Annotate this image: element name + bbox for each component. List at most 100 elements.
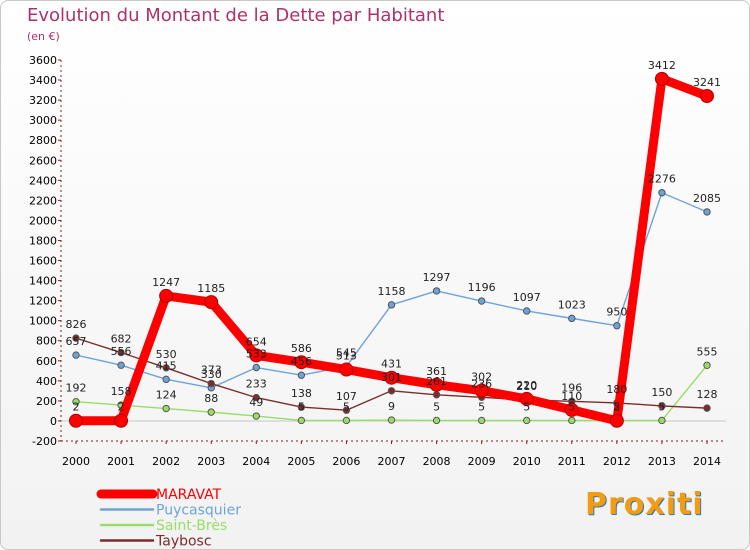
data-label-maravat: 586 — [291, 342, 312, 355]
data-label-saint-br-s: 5 — [568, 400, 575, 413]
legend-label: Saint-Brès — [156, 518, 227, 534]
y-tick-label: 2200 — [29, 194, 57, 207]
data-label-taybosc: 233 — [246, 378, 267, 391]
legend-item-saint-br-s: Saint-Brès — [99, 518, 227, 534]
data-label-saint-br-s: 5 — [523, 400, 530, 413]
data-point-puycasquier — [477, 297, 486, 305]
data-label-puycasquier: 1196 — [468, 281, 496, 294]
data-label-taybosc: 180 — [606, 383, 627, 396]
data-label-maravat: 2 — [118, 401, 125, 414]
data-point-taybosc — [658, 402, 666, 410]
x-tick-label: 2014 — [693, 455, 721, 468]
data-point-saint-br-s — [523, 416, 531, 425]
data-point-maravat — [249, 348, 264, 363]
legend-item-maravat: MARAVAT — [96, 487, 222, 503]
data-label-maravat: 302 — [471, 371, 492, 384]
data-point-taybosc — [207, 379, 215, 388]
data-point-maravat — [700, 88, 714, 103]
data-label-taybosc: 236 — [471, 377, 492, 390]
data-point-taybosc — [387, 387, 396, 395]
data-point-saint-br-s — [342, 416, 351, 425]
data-point-saint-br-s — [252, 412, 260, 420]
data-point-maravat — [609, 413, 624, 428]
data-label-maravat: 110 — [561, 390, 582, 403]
data-point-taybosc — [432, 391, 441, 399]
y-tick-label: 3200 — [29, 94, 57, 107]
data-label-maravat: 3241 — [693, 76, 721, 89]
proxiti-logo: Proxiti — [585, 487, 704, 522]
data-label-saint-br-s: 124 — [156, 389, 177, 402]
x-tick-label: 2005 — [287, 455, 315, 468]
data-point-puycasquier — [568, 314, 576, 323]
data-point-taybosc — [342, 406, 351, 414]
data-point-maravat — [339, 362, 354, 377]
y-tick-label: 1400 — [29, 275, 57, 288]
series-puycasquier — [72, 189, 711, 392]
chart-title: Evolution du Montant de la Dette par Hab… — [27, 5, 445, 26]
data-label-puycasquier: 456 — [291, 355, 312, 368]
data-point-saint-br-s — [297, 416, 306, 425]
data-label-taybosc: 138 — [291, 387, 312, 400]
y-tick-label: 2800 — [29, 134, 57, 147]
data-point-maravat — [519, 391, 534, 406]
y-tick-label: 2600 — [29, 154, 57, 167]
x-tick-label: 2004 — [242, 455, 270, 468]
y-tick-label: 600 — [36, 355, 57, 368]
data-point-puycasquier — [162, 375, 170, 384]
data-point-saint-br-s — [658, 416, 666, 425]
data-point-taybosc — [162, 364, 170, 372]
data-point-saint-br-s — [162, 404, 170, 413]
x-tick-label: 2003 — [197, 455, 225, 468]
data-label-saint-br-s: 5 — [658, 400, 665, 413]
y-tick-label: 1800 — [29, 234, 57, 247]
data-point-puycasquier — [297, 371, 306, 379]
x-tick-label: 2001 — [107, 455, 135, 468]
data-label-maravat: 3412 — [648, 59, 676, 72]
data-label-puycasquier: 2085 — [693, 192, 721, 205]
data-label-puycasquier: 533 — [246, 348, 267, 361]
data-label-saint-br-s: 158 — [111, 385, 132, 398]
x-tick-label: 2000 — [62, 455, 90, 468]
data-point-maravat — [384, 370, 399, 385]
data-label-taybosc: 301 — [381, 371, 402, 384]
data-label-puycasquier: 1297 — [423, 271, 451, 284]
data-point-taybosc — [297, 403, 306, 411]
legend-label: Puycasquier — [156, 503, 241, 519]
data-point-saint-br-s — [72, 397, 80, 406]
data-label-saint-br-s: 5 — [478, 400, 485, 413]
y-tick-label: 1600 — [29, 255, 57, 268]
data-point-saint-br-s — [432, 416, 441, 425]
x-tick-label: 2008 — [423, 455, 451, 468]
data-point-saint-br-s — [703, 361, 711, 370]
data-label-puycasquier: 415 — [156, 359, 177, 372]
data-label-maravat: 513 — [336, 350, 357, 363]
series-lines — [69, 71, 714, 428]
data-label-saint-br-s: 5 — [298, 400, 305, 413]
data-point-puycasquier — [658, 189, 666, 197]
data-label-puycasquier: 950 — [606, 306, 627, 319]
data-point-puycasquier — [117, 361, 125, 369]
data-point-maravat — [564, 402, 579, 417]
y-tick-label: 3600 — [29, 54, 57, 67]
data-point-puycasquier — [703, 208, 711, 216]
data-point-taybosc — [117, 348, 125, 357]
data-label-puycasquier: 1023 — [558, 298, 586, 311]
data-label-maravat: 1185 — [197, 282, 225, 295]
data-label-puycasquier: 657 — [66, 335, 87, 348]
y-tick-label: 400 — [36, 375, 57, 388]
data-point-taybosc — [72, 334, 80, 342]
series-maravat — [69, 71, 714, 428]
data-label-maravat: 361 — [426, 365, 447, 378]
data-label-taybosc: 261 — [426, 375, 447, 388]
data-point-maravat — [294, 355, 309, 370]
y-tick-label: 800 — [36, 335, 57, 348]
x-tick-label: 2013 — [648, 455, 676, 468]
data-label-taybosc: 107 — [336, 390, 357, 403]
chart-subtitle: (en €) — [27, 30, 60, 43]
y-tick-label: -200 — [32, 435, 57, 448]
data-point-taybosc — [252, 393, 260, 402]
data-label-maravat: 1247 — [152, 276, 180, 289]
data-label-taybosc: 682 — [111, 333, 132, 346]
